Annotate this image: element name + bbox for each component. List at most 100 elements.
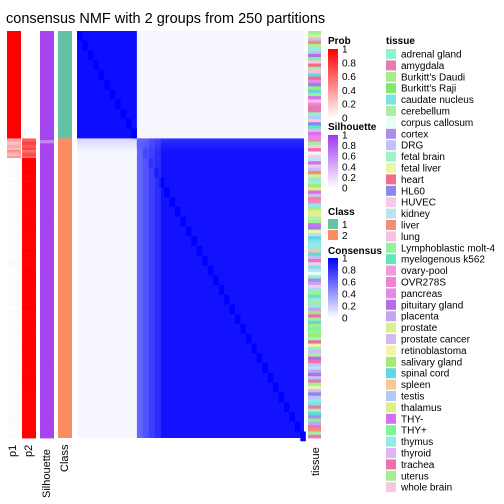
p2-cell bbox=[22, 278, 36, 281]
legend-tick-label: 0.4 bbox=[342, 162, 356, 173]
p1-cell bbox=[7, 60, 21, 63]
silhouette-cell bbox=[40, 135, 54, 138]
silhouette-cell bbox=[40, 257, 54, 260]
p2-cell bbox=[22, 61, 36, 64]
consensus-diagonal-cell bbox=[142, 148, 148, 158]
tissue-legend-swatch bbox=[386, 140, 396, 151]
silhouette-cell bbox=[40, 434, 54, 437]
tissue-legend-label: prostate cancer bbox=[401, 335, 471, 346]
silhouette-cell bbox=[40, 372, 54, 375]
p1-cell bbox=[7, 154, 21, 157]
tissue-cell bbox=[308, 363, 321, 367]
consensus-diagonal-cell bbox=[115, 99, 121, 110]
tissue-legend-label: amygdala bbox=[401, 61, 445, 72]
p2-cell bbox=[22, 42, 36, 45]
tissue-legend-label: DRG bbox=[401, 141, 423, 152]
tissue-cell bbox=[308, 47, 321, 51]
p2-cell bbox=[22, 154, 36, 157]
p2-cell bbox=[22, 283, 36, 286]
tissue-cell bbox=[308, 210, 321, 214]
p2-cell bbox=[22, 102, 36, 105]
consensus-diagonal-cell bbox=[109, 89, 116, 100]
silhouette-cell bbox=[40, 359, 54, 362]
p1-cell bbox=[7, 433, 21, 436]
p2-cell bbox=[22, 343, 36, 346]
silhouette-cell bbox=[40, 161, 54, 164]
silhouette-cell bbox=[40, 304, 54, 307]
silhouette-cell bbox=[40, 341, 54, 344]
p2-cell bbox=[22, 128, 36, 131]
silhouette-cell bbox=[40, 276, 54, 279]
consensus-diagonal-cell bbox=[202, 255, 208, 266]
p1-cell bbox=[7, 205, 21, 208]
p2-cell bbox=[22, 231, 36, 234]
p1-cell bbox=[7, 341, 21, 344]
p2-cell bbox=[22, 131, 36, 134]
consensus-diagonal-cell bbox=[278, 392, 285, 403]
consensus-transition-row bbox=[77, 142, 304, 145]
tissue-cell bbox=[308, 333, 321, 338]
tissue-cell bbox=[308, 213, 321, 217]
p1-cell bbox=[7, 431, 21, 434]
p1-cell bbox=[7, 190, 21, 193]
silhouette-cell bbox=[40, 146, 54, 149]
p1-cell bbox=[7, 258, 21, 261]
silhouette-cell bbox=[40, 44, 54, 47]
p2-cell bbox=[22, 241, 36, 244]
tissue-legend-swatch bbox=[386, 128, 396, 139]
p1-cell bbox=[7, 52, 21, 55]
consensus-transition-row bbox=[77, 148, 304, 151]
prob-legend: Prob 1 0.8 0.6 0.4 0.2 0 bbox=[328, 36, 356, 125]
p1-cell bbox=[7, 288, 21, 291]
p2-cell bbox=[22, 335, 36, 338]
p2-cell bbox=[22, 208, 36, 211]
p1-cell bbox=[7, 133, 21, 136]
p1-cell bbox=[7, 294, 21, 297]
p1-cell bbox=[7, 382, 21, 385]
silhouette-cell bbox=[40, 211, 54, 214]
tissue-legend-swatch bbox=[386, 163, 396, 173]
silhouette-cell bbox=[40, 265, 54, 268]
tissue-cell bbox=[308, 372, 321, 377]
tissue-cell bbox=[308, 112, 321, 117]
p1-cell bbox=[7, 335, 21, 338]
p2-cell bbox=[22, 84, 36, 87]
tissue-cell bbox=[308, 63, 321, 68]
p2-cell bbox=[22, 275, 36, 278]
p2-cell bbox=[22, 382, 36, 385]
silhouette-cell bbox=[40, 133, 54, 136]
silhouette-cell bbox=[40, 31, 54, 34]
consensus-diagonal-cell bbox=[218, 284, 225, 295]
silhouette-cell bbox=[40, 258, 54, 261]
p1-cell bbox=[7, 219, 21, 222]
p2-cell bbox=[22, 171, 36, 174]
consensus-diagonal-cell bbox=[131, 128, 137, 139]
tissue-cell bbox=[308, 40, 321, 45]
p1-cell bbox=[7, 179, 21, 182]
p2-cell bbox=[22, 66, 36, 69]
tissue-cell bbox=[308, 96, 321, 100]
tissue-cell bbox=[308, 141, 321, 146]
legend-tick-label: 1 bbox=[342, 45, 348, 56]
tissue-legend-label: placenta bbox=[401, 312, 439, 323]
silhouette-cell bbox=[40, 307, 54, 310]
silhouette-cell bbox=[40, 384, 54, 387]
p2-cell bbox=[22, 197, 36, 200]
silhouette-cell bbox=[40, 102, 54, 105]
tissue-cell bbox=[308, 291, 321, 296]
tissue-cell bbox=[308, 337, 321, 341]
p1-cell bbox=[7, 283, 21, 286]
consensus-fade-column bbox=[148, 138, 155, 438]
tissue-legend-label: cortex bbox=[401, 129, 428, 140]
p2-cell bbox=[22, 436, 36, 439]
p1-cell bbox=[7, 125, 21, 128]
p2-cell bbox=[22, 270, 36, 273]
silhouette-cell bbox=[40, 236, 54, 239]
p2-cell bbox=[22, 244, 36, 247]
p2-cell bbox=[22, 229, 36, 232]
tissue-legend-label: testis bbox=[401, 392, 424, 403]
p2-cell bbox=[22, 410, 36, 413]
p1-cell bbox=[7, 369, 21, 372]
p2-cell bbox=[22, 265, 36, 268]
tissue-legend-label: ovary-pool bbox=[401, 266, 448, 277]
